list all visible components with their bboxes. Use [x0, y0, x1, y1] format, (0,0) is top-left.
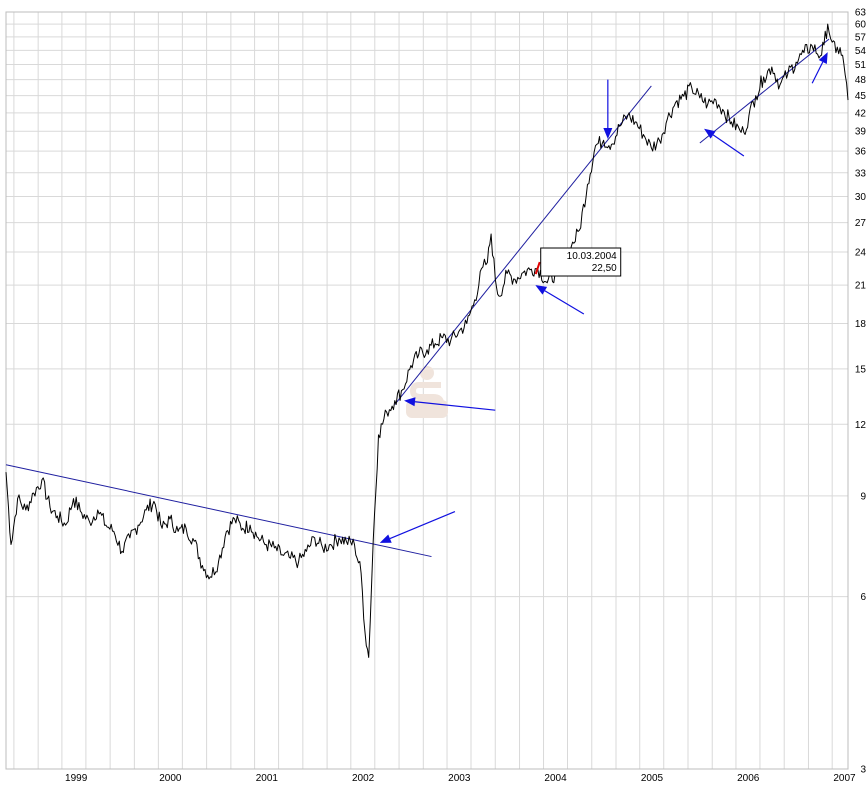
y-tick-label: 39 — [855, 127, 867, 138]
y-tick-label: 42 — [855, 108, 867, 119]
trend-line — [394, 85, 652, 405]
y-tick-label: 18 — [855, 319, 867, 330]
x-tick-label: 1999 — [65, 773, 88, 784]
sparkasse-logo-dot — [420, 366, 434, 380]
arrow-head — [404, 397, 416, 407]
trend-layer — [5, 38, 830, 558]
y-tick-label: 60 — [855, 20, 867, 31]
watermark-layer — [406, 366, 448, 418]
y-tick-label: 27 — [855, 218, 867, 229]
x-tick-label: 2002 — [352, 773, 375, 784]
arrow-head — [603, 128, 613, 140]
annotation-arrow — [404, 397, 496, 411]
arrow-shaft — [712, 134, 745, 157]
tooltip-value: 22,50 — [592, 263, 617, 274]
annotation-arrow — [535, 285, 585, 315]
annotation-arrow — [379, 510, 456, 543]
plot-frame — [5, 11, 849, 770]
y-tick-label: 57 — [855, 32, 867, 43]
sparkasse-logo-s — [409, 382, 444, 405]
y-tick-label: 21 — [855, 281, 867, 292]
marker-layer — [534, 261, 541, 275]
y-tick-label: 30 — [855, 192, 867, 203]
x-tick-label: 2006 — [737, 773, 760, 784]
arrow-layer — [379, 52, 828, 543]
highlight-marker — [534, 261, 541, 275]
arrow-head — [704, 128, 716, 139]
arrow-head — [379, 534, 392, 543]
tooltip: 10.03.2004 22,50 — [540, 247, 622, 277]
grid-layer — [5, 11, 849, 770]
tooltip-date: 10.03.2004 — [567, 251, 617, 262]
arrow-shaft — [544, 290, 585, 315]
annotation-arrow — [603, 79, 613, 140]
y-tick-label: 12 — [855, 420, 867, 431]
tooltip-box — [540, 247, 622, 277]
x-tick-label: 2000 — [159, 773, 182, 784]
x-tick-label: 2004 — [544, 773, 567, 784]
arrow-head — [818, 52, 828, 65]
y-tick-label: 36 — [855, 147, 867, 158]
y-tick-label: 15 — [855, 364, 867, 375]
annotation-arrow — [811, 52, 828, 84]
arrow-head — [535, 285, 548, 295]
x-axis-ticks: 1999 2000 2001 2002 2003 2004 2005 2006 2007 — [65, 773, 856, 784]
x-tick-label: 2005 — [641, 773, 664, 784]
y-tick-label: 45 — [855, 91, 867, 102]
y-tick-label: 63 — [855, 8, 867, 19]
series-layer — [5, 23, 849, 658]
price-series-line — [5, 23, 849, 658]
trend-line — [5, 464, 432, 558]
arrow-shaft — [414, 401, 496, 411]
y-tick-label: 51 — [855, 60, 867, 71]
annotation-arrow — [704, 128, 745, 157]
x-tick-label: 2001 — [256, 773, 279, 784]
y-tick-label: 33 — [855, 168, 867, 179]
y-tick-label: 54 — [855, 46, 867, 57]
arrow-shaft — [811, 61, 824, 84]
y-tick-label: 9 — [860, 491, 866, 502]
arrow-shaft — [389, 510, 456, 540]
trend-line — [699, 38, 830, 144]
y-tick-label: 6 — [860, 592, 866, 603]
y-tick-label: 48 — [855, 75, 867, 86]
y-tick-label: 24 — [855, 247, 867, 258]
x-tick-label: 2003 — [448, 773, 471, 784]
y-tick-label: 3 — [860, 765, 866, 776]
x-tick-label: 2007 — [833, 773, 856, 784]
